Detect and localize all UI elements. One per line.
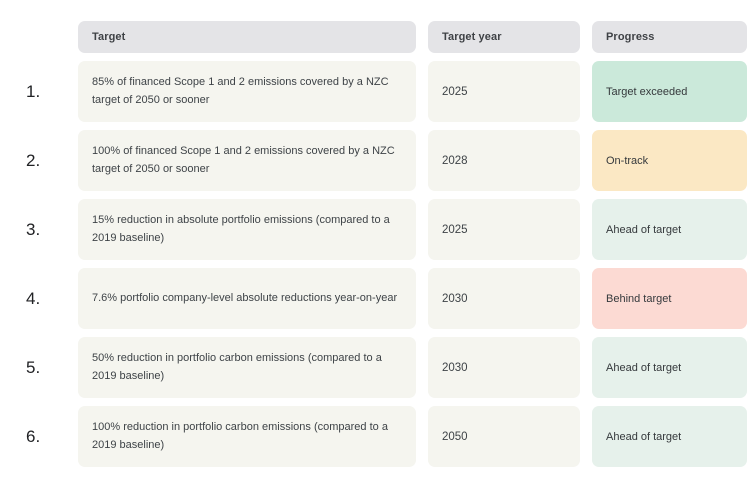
progress-badge: Ahead of target — [592, 199, 747, 260]
target-cell: 50% reduction in portfolio carbon emissi… — [78, 337, 416, 398]
header-number-spacer — [20, 21, 66, 53]
target-year-cell: 2030 — [428, 337, 580, 398]
column-header-target-year: Target year — [428, 21, 580, 53]
row-number: 4. — [26, 288, 41, 308]
progress-badge: On-track — [592, 130, 747, 191]
target-cell: 100% reduction in portfolio carbon emiss… — [78, 406, 416, 467]
progress-badge: Target exceeded — [592, 61, 747, 122]
target-year-cell: 2030 — [428, 268, 580, 329]
target-year-cell: 2050 — [428, 406, 580, 467]
target-year-cell: 2028 — [428, 130, 580, 191]
targets-table-page: Target Target year Progress 1. 85% of fi… — [20, 21, 751, 467]
table-row: 4. 7.6% portfolio company-level absolute… — [20, 268, 751, 329]
row-number: 5. — [26, 357, 41, 377]
table-row: 2. 100% of financed Scope 1 and 2 emissi… — [20, 130, 751, 191]
table-body: 1. 85% of financed Scope 1 and 2 emissio… — [20, 61, 751, 467]
progress-badge: Ahead of target — [592, 406, 747, 467]
target-cell: 85% of financed Scope 1 and 2 emissions … — [78, 61, 416, 122]
table-row: 1. 85% of financed Scope 1 and 2 emissio… — [20, 61, 751, 122]
column-header-target: Target — [78, 21, 416, 53]
column-header-progress: Progress — [592, 21, 747, 53]
progress-badge: Behind target — [592, 268, 747, 329]
table-header-row: Target Target year Progress — [20, 21, 751, 53]
table-row: 3. 15% reduction in absolute portfolio e… — [20, 199, 751, 260]
target-year-cell: 2025 — [428, 199, 580, 260]
table-row: 5. 50% reduction in portfolio carbon emi… — [20, 337, 751, 398]
target-year-cell: 2025 — [428, 61, 580, 122]
row-number: 1. — [26, 81, 41, 101]
target-cell: 100% of financed Scope 1 and 2 emissions… — [78, 130, 416, 191]
progress-badge: Ahead of target — [592, 337, 747, 398]
row-number: 3. — [26, 219, 41, 239]
row-number: 6. — [26, 426, 41, 446]
target-cell: 7.6% portfolio company-level absolute re… — [78, 268, 416, 329]
target-cell: 15% reduction in absolute portfolio emis… — [78, 199, 416, 260]
row-number: 2. — [26, 150, 41, 170]
table-row: 6. 100% reduction in portfolio carbon em… — [20, 406, 751, 467]
targets-table: Target Target year Progress 1. 85% of fi… — [20, 21, 751, 467]
